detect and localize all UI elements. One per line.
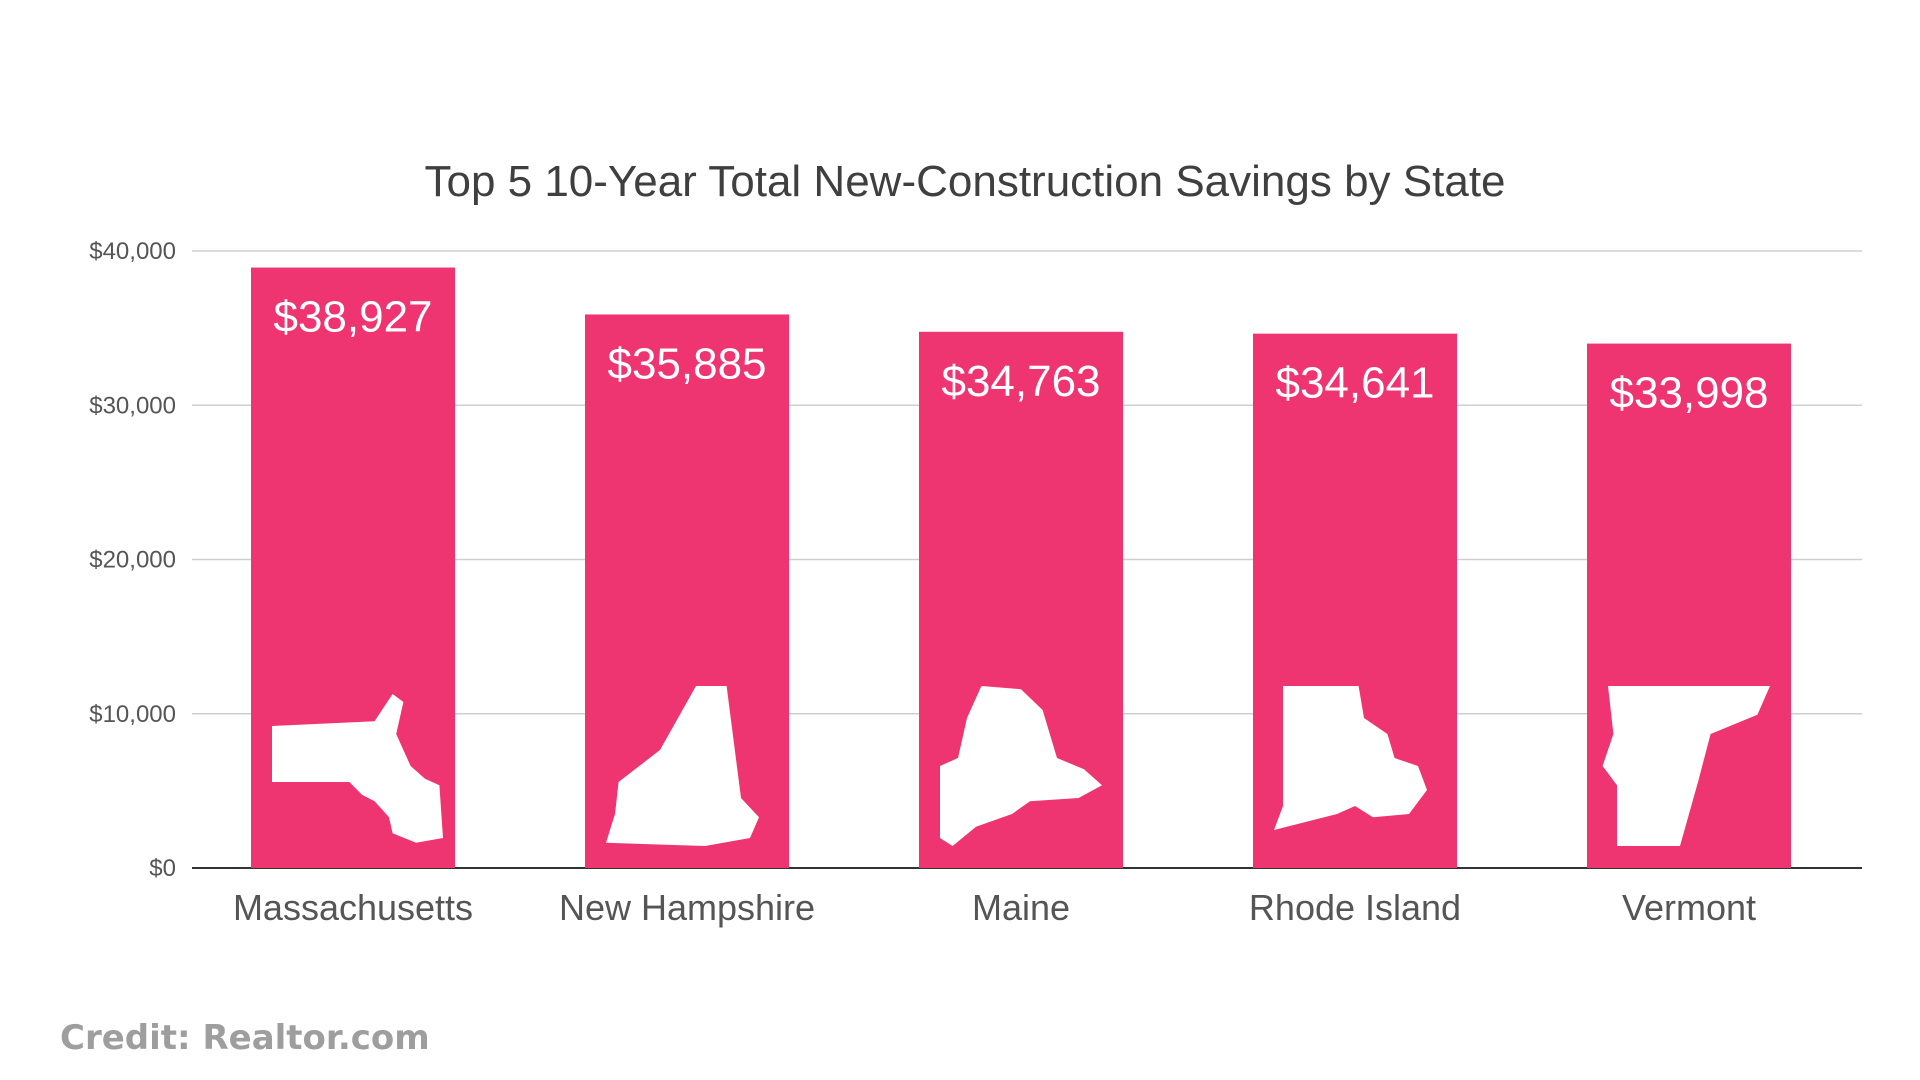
y-tick-label: $0 [149, 855, 176, 882]
x-tick-label: New Hampshire [559, 887, 815, 928]
y-tick-label: $40,000 [89, 238, 176, 265]
maine-map-icon [940, 686, 1102, 846]
x-tick-label: Maine [972, 887, 1070, 928]
rhode-island-map-icon [1274, 686, 1427, 830]
bar-value-label: $33,998 [1609, 369, 1768, 418]
credit-text: Credit: Realtor.com [60, 1018, 430, 1058]
bar-value-label: $34,641 [1275, 359, 1434, 408]
chart-title: Top 5 10-Year Total New-Construction Sav… [424, 157, 1505, 206]
y-tick-label: $10,000 [89, 701, 176, 728]
new-hampshire-map-icon [606, 686, 759, 846]
x-tick-label: Massachusetts [233, 887, 473, 928]
bar-value-label: $35,885 [607, 339, 766, 388]
y-tick-label: $20,000 [89, 547, 176, 574]
massachusetts-map-icon [272, 694, 443, 843]
x-tick-label: Rhode Island [1249, 887, 1461, 928]
x-tick-label: Vermont [1622, 887, 1756, 928]
y-tick-label: $30,000 [89, 392, 176, 419]
bar-value-label: $34,763 [941, 357, 1100, 406]
bar-value-label: $38,927 [273, 293, 432, 342]
vermont-map-icon [1602, 686, 1770, 846]
